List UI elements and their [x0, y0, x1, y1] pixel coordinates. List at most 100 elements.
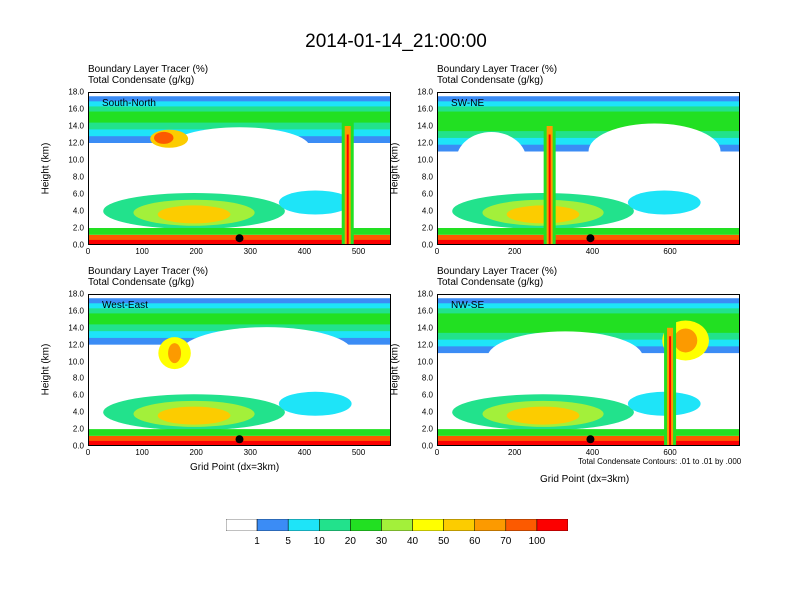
clear-region [588, 123, 721, 180]
region-label: SW-NE [451, 98, 485, 109]
location-marker [586, 234, 595, 243]
y-tick-label: 4.0 [421, 407, 433, 417]
colorbar-label: 40 [406, 536, 419, 547]
mid-level-band [278, 190, 352, 215]
boundary-layer [88, 429, 391, 436]
x-tick-label: 0 [434, 247, 440, 256]
x-axis-label: Grid Point (dx=3km) [190, 462, 280, 473]
location-marker [235, 234, 244, 243]
y-axis-label: Height (km) [40, 343, 52, 396]
colorbar-segment [412, 519, 444, 531]
colorbar-segment [381, 519, 413, 531]
colorbar-segment [226, 519, 258, 531]
x-tick-label: 0 [85, 247, 91, 256]
y-tick-label: 10.0 [417, 357, 433, 367]
y-tick-label: 18.0 [68, 87, 84, 97]
y-tick-label: 2.0 [72, 223, 84, 233]
y-tick-label: 8.0 [421, 373, 433, 383]
panel-label-condensate: Total Condensate (g/kg) [88, 277, 195, 288]
y-tick-label: 10.0 [68, 155, 84, 165]
y-tick-label: 16.0 [417, 104, 433, 114]
x-tick-label: 0 [85, 448, 91, 457]
x-tick-label: 400 [297, 247, 312, 256]
heatmap-panel-west-east [88, 294, 391, 446]
y-tick-label: 8.0 [72, 373, 84, 383]
x-tick-label: 200 [189, 247, 203, 256]
panel-header-west-east: Boundary Layer Tracer (%) Total Condensat… [88, 266, 208, 288]
panel-label-tracer: Boundary Layer Tracer (%) [437, 64, 558, 75]
y-tick-label: 10.0 [68, 357, 84, 367]
x-tick-label: 500 [351, 448, 366, 457]
mid-level-band [506, 406, 580, 425]
mid-level-band [157, 406, 231, 425]
panel-label-tracer: Boundary Layer Tracer (%) [437, 266, 558, 277]
clear-region [169, 127, 310, 168]
y-tick-label: 18.0 [417, 87, 433, 97]
y-tick-label: 0.0 [72, 441, 84, 451]
panel-label-tracer: Boundary Layer Tracer (%) [88, 64, 209, 75]
colorbar-label: 70 [500, 536, 512, 547]
y-tick-label: 18.0 [68, 289, 84, 299]
location-marker [235, 435, 244, 444]
convective-column [669, 336, 672, 446]
mid-level-band [627, 190, 701, 215]
y-tick-label: 0.0 [421, 441, 433, 451]
colorbar-segment [287, 519, 320, 531]
region-label: West-East [102, 300, 148, 311]
clear-region [179, 327, 354, 380]
colorbar-label: 20 [344, 536, 356, 547]
panel-header-south-north: Boundary Layer Tracer (%) Total Condensat… [88, 64, 208, 86]
panel-header-nw-se: Boundary Layer Tracer (%) Total Condensat… [437, 266, 557, 288]
x-tick-label: 100 [135, 247, 149, 256]
upper-layer-band [88, 111, 391, 123]
y-axis-label: Height (km) [389, 142, 401, 194]
colorbar-segment [505, 519, 538, 531]
colorbar-label: 10 [313, 536, 325, 547]
heatmap-panel-nw-se [437, 294, 740, 446]
y-tick-label: 10.0 [417, 155, 433, 165]
colorbar-label: 100 [528, 536, 546, 547]
panel-label-condensate: Total Condensate (g/kg) [437, 277, 544, 288]
x-axis-label: Grid Point (dx=3km) [540, 474, 630, 485]
y-tick-label: 14.0 [417, 323, 433, 333]
y-tick-label: 2.0 [72, 424, 84, 434]
mid-level-band [278, 391, 352, 416]
colorbar-label: 50 [438, 536, 450, 547]
y-tick-label: 16.0 [417, 306, 433, 316]
convective-column [548, 134, 551, 245]
mid-level-band [157, 205, 231, 224]
y-tick-label: 14.0 [417, 121, 433, 131]
x-tick-label: 200 [189, 448, 203, 457]
x-tick-label: 300 [243, 247, 257, 256]
plot-frame [88, 92, 391, 245]
y-tick-label: 12.0 [417, 340, 433, 350]
colorbar-label: 30 [375, 536, 388, 547]
boundary-layer [437, 228, 740, 235]
colorbar-label: 5 [285, 536, 291, 547]
boundary-layer [88, 440, 391, 446]
colorbar-segment [319, 519, 351, 531]
y-tick-label: 12.0 [68, 138, 84, 148]
colorbar-segment [536, 519, 568, 531]
y-tick-label: 16.0 [68, 104, 84, 114]
region-label: NW-SE [451, 300, 485, 311]
y-axis-label: Height (km) [389, 343, 401, 396]
boundary-layer [437, 239, 740, 245]
upper-layer-band [88, 313, 391, 325]
page-title: 2014-01-14_21:00:00 [305, 31, 487, 52]
y-tick-label: 6.0 [421, 189, 433, 199]
y-tick-label: 6.0 [421, 390, 433, 400]
y-tick-label: 2.0 [421, 223, 433, 233]
region-label: South-North [102, 98, 156, 109]
y-tick-label: 6.0 [72, 390, 84, 400]
x-tick-label: 400 [297, 448, 312, 457]
y-tick-label: 0.0 [72, 240, 84, 250]
y-axis-label: Height (km) [40, 142, 52, 194]
x-tick-label: 400 [585, 247, 600, 256]
panel-label-tracer: Boundary Layer Tracer (%) [88, 266, 209, 277]
y-tick-label: 4.0 [72, 407, 84, 417]
y-tick-label: 14.0 [68, 323, 84, 333]
panel-header-sw-ne: Boundary Layer Tracer (%) Total Condensat… [437, 64, 557, 86]
colorbar-label: 60 [469, 536, 481, 547]
clear-region [456, 132, 527, 188]
